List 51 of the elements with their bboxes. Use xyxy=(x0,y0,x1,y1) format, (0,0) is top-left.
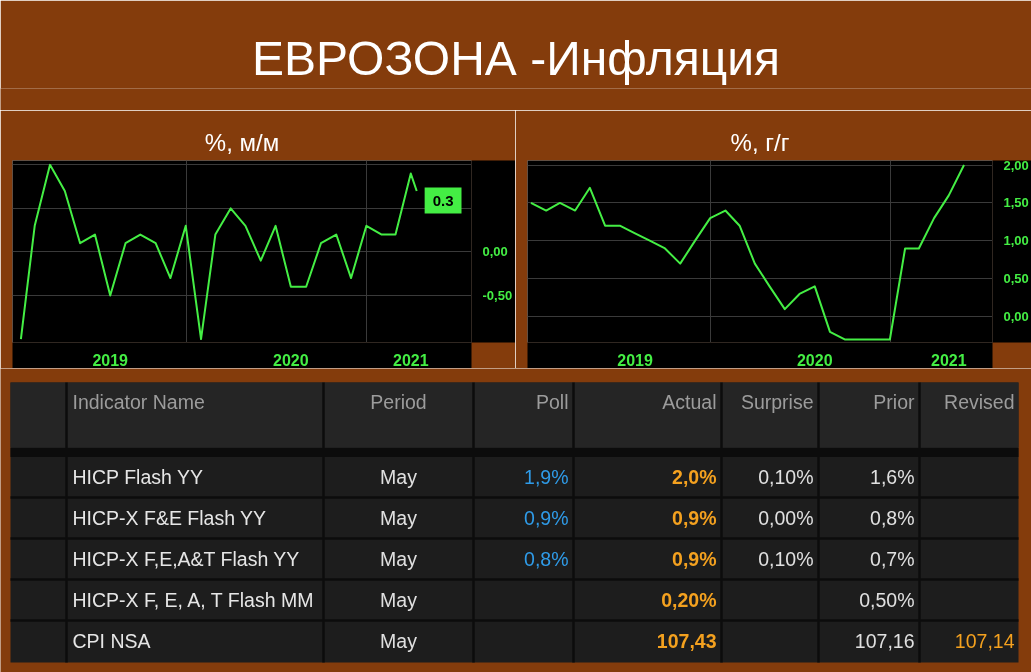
y-tick-label: 0,50 xyxy=(1003,271,1029,287)
text: 107,14 xyxy=(954,630,1015,652)
x-tick-label: 2021 xyxy=(931,351,967,369)
text: 107,16 xyxy=(854,630,915,652)
category-label: HICP-X F&E Flash YY xyxy=(72,507,267,529)
category-label: CPI NSA xyxy=(72,630,151,652)
category-label: Poll xyxy=(535,390,569,413)
category-label: Period xyxy=(370,390,427,413)
y-tick-label: 0,00 xyxy=(1003,309,1029,325)
category-label: HICP-X F, E, A, T Flash MM xyxy=(72,589,314,611)
x-tick-label: 2020 xyxy=(796,351,833,369)
text: 0,8% xyxy=(870,507,915,529)
text: May xyxy=(380,548,417,570)
text: May xyxy=(380,507,417,529)
x-tick-label: 2019 xyxy=(92,351,129,369)
text: 0,10% xyxy=(758,548,814,570)
text: 0,9% xyxy=(672,548,717,570)
text: 0,9% xyxy=(672,507,717,529)
y-tick-label: 0,00 xyxy=(482,244,508,260)
chart-title: %, г/г xyxy=(730,128,790,156)
category-label: HICP Flash YY xyxy=(72,466,203,488)
text: 0,20% xyxy=(661,589,717,611)
x-tick-label: 2019 xyxy=(617,351,653,369)
text: 0,8% xyxy=(524,548,569,570)
y-tick-label: -0,50 xyxy=(482,287,513,303)
text: 0,9% xyxy=(524,507,569,529)
category-label: Revised xyxy=(944,390,1015,413)
x-tick-label: 2020 xyxy=(273,351,309,369)
text: 107,43 xyxy=(656,630,717,652)
text: 1,9% xyxy=(524,466,569,488)
y-tick-label: 1,00 xyxy=(1003,233,1029,249)
text: May xyxy=(380,630,417,652)
category-label: HICP-X F,E,A&T Flash YY xyxy=(72,548,300,570)
annotation: 0.3 xyxy=(432,191,454,209)
text: 0,10% xyxy=(758,466,814,488)
category-label: Actual xyxy=(662,390,717,413)
text: 2,0% xyxy=(672,466,717,488)
text: 0,50% xyxy=(859,589,915,611)
text: 0,7% xyxy=(870,548,915,570)
text: 1,6% xyxy=(870,466,915,488)
category-label: Surprise xyxy=(740,390,814,413)
text: May xyxy=(380,466,417,488)
chart-title: %, м/м xyxy=(204,128,280,156)
y-tick-label: 1,50 xyxy=(1003,195,1029,211)
category-label: Prior xyxy=(873,390,916,413)
y-tick-label: 2,00 xyxy=(1003,157,1029,173)
text: ЕВРОЗОНА -Инфляция xyxy=(252,31,780,85)
category-label: Indicator Name xyxy=(72,390,205,413)
text: May xyxy=(380,589,417,611)
x-tick-label: 2021 xyxy=(393,351,429,369)
text: 0,00% xyxy=(758,507,814,529)
